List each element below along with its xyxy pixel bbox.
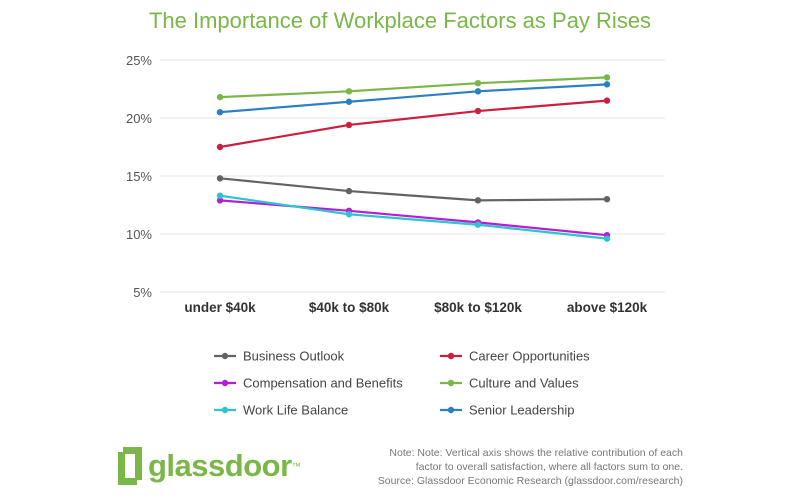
legend-label: Career Opportunities (469, 349, 590, 364)
data-point-culture-and-values (474, 80, 482, 87)
legend-marker (447, 406, 455, 414)
legend-item-work-life-balance: Work Life Balance (214, 403, 348, 418)
data-point-work-life-balance (216, 192, 224, 199)
data-point-business-outlook (474, 197, 482, 204)
series-line-business-outlook (218, 177, 609, 202)
y-tick-label: 10% (126, 227, 152, 242)
data-point-work-life-balance (603, 235, 611, 242)
data-point-senior-leadership (474, 88, 482, 95)
logo-trademark: ™ (291, 461, 301, 471)
line-chart: 25% 20% 15% 10% 5% under $40k $40k to $80k $80… (126, 53, 665, 418)
x-tick-label: $40k to $80k (309, 300, 390, 315)
footnote: Note: Note: Vertical axis shows the rela… (378, 446, 683, 488)
data-point-culture-and-values (345, 88, 353, 95)
data-point-career-opportunities (345, 121, 353, 129)
data-point-culture-and-values (216, 93, 224, 101)
series-line-compensation-and-benefits (218, 199, 609, 237)
data-point-work-life-balance (474, 221, 482, 228)
glassdoor-logo: glassdoor ™ (118, 444, 301, 488)
legend-item-compensation-and-benefits: Compensation and Benefits (214, 376, 403, 391)
data-point-business-outlook (345, 187, 353, 195)
legend-marker (221, 352, 229, 360)
legend-label: Business Outlook (243, 349, 345, 364)
data-point-career-opportunities (603, 97, 611, 104)
x-tick-label: above $120k (567, 300, 648, 315)
legend-marker (221, 379, 229, 387)
legend-item-culture-and-values: Culture and Values (440, 376, 579, 391)
series-line-culture-and-values (218, 76, 609, 99)
data-point-business-outlook (603, 196, 611, 203)
data-point-career-opportunities (474, 107, 482, 115)
footnote-line-2: factor to overall satisfaction, where al… (415, 461, 683, 473)
series-line-work-life-balance (218, 194, 609, 240)
series-line-senior-leadership (218, 83, 609, 114)
legend: Business Outlook Career Opportunities Comp… (214, 349, 590, 418)
data-point-senior-leadership (603, 81, 611, 88)
y-tick-label: 25% (126, 53, 152, 68)
y-tick-label: 15% (126, 169, 152, 184)
footnote-line-1: Note: Note: Vertical axis shows the rela… (389, 447, 683, 459)
legend-item-business-outlook: Business Outlook (214, 349, 345, 364)
footnote-line-3: Source: Glassdoor Economic Research (gla… (377, 475, 683, 487)
legend-marker (447, 379, 455, 387)
x-tick-label: $80k to $120k (434, 300, 522, 315)
data-point-career-opportunities (216, 143, 224, 151)
y-tick-label: 20% (126, 111, 152, 126)
x-tick-label: under $40k (184, 300, 256, 315)
data-point-business-outlook (216, 175, 224, 182)
data-point-work-life-balance (345, 211, 353, 218)
data-point-culture-and-values (603, 74, 611, 81)
y-axis-ticks: 25% 20% 15% 10% 5% (126, 53, 152, 300)
data-point-senior-leadership (216, 109, 224, 116)
series-line-career-opportunities (218, 99, 609, 149)
legend-item-career-opportunities: Career Opportunities (440, 349, 590, 364)
legend-marker (221, 406, 229, 414)
data-point-senior-leadership (345, 98, 353, 105)
legend-label: Culture and Values (469, 376, 579, 391)
y-tick-label: 5% (133, 285, 152, 300)
glassdoor-door-icon (118, 447, 142, 485)
chart-title: The Importance of Workplace Factors as P… (148, 8, 652, 33)
legend-label: Senior Leadership (469, 403, 575, 418)
legend-label: Work Life Balance (243, 403, 348, 418)
legend-item-senior-leadership: Senior Leadership (440, 403, 575, 418)
x-axis-ticks: under $40k $40k to $80k $80k to $120k above… (184, 300, 647, 315)
logo-wordmark: glassdoor (148, 448, 292, 483)
legend-label: Compensation and Benefits (243, 376, 403, 391)
legend-marker (447, 352, 455, 360)
series-lines (216, 74, 611, 242)
gridlines (160, 59, 665, 293)
data-point-compensation-and-benefits (216, 197, 224, 204)
